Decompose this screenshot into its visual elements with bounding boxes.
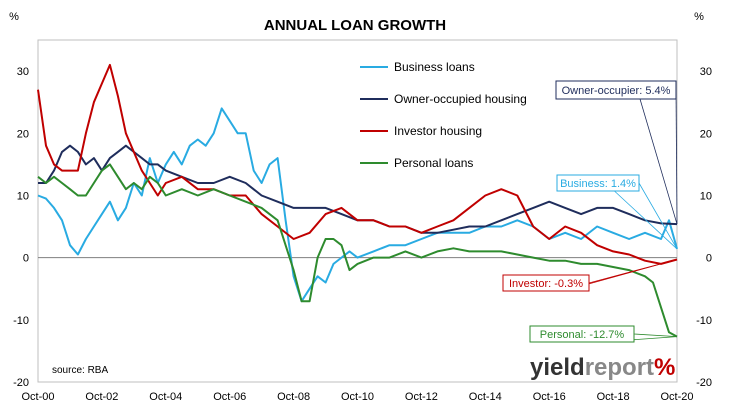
x-tick-label: Oct-14 (469, 391, 502, 403)
y-tick-right: 10 (700, 190, 712, 202)
y-tick-left: -10 (13, 315, 29, 327)
annotations: Owner-occupier: 5.4% Business: 1.4% Invest… (502, 80, 678, 343)
callout-leader (639, 98, 678, 225)
y-tick-right: 0 (706, 253, 712, 265)
y-tick-right: 20 (700, 128, 712, 140)
callout-leader (614, 190, 678, 250)
series-line-investor-housing (37, 63, 678, 265)
x-tick-label: Oct-10 (341, 391, 374, 403)
x-tick-label: Oct-16 (533, 391, 566, 403)
series-layer (37, 63, 678, 338)
x-tick-label: Oct-12 (405, 391, 438, 403)
legend-label: Business loans (394, 60, 475, 74)
callout-leader (675, 89, 678, 225)
y-tick-left: 0 (23, 253, 29, 265)
callout-label: Personal: -12.7% (540, 329, 625, 341)
callout-leader (633, 333, 678, 338)
logo-text: yieldreport% (530, 354, 675, 381)
callout-label: Investor: -0.3% (509, 278, 583, 290)
x-tick-label: Oct-04 (149, 391, 182, 403)
x-tick-label: Oct-18 (597, 391, 630, 403)
x-tick-label: Oct-20 (660, 391, 693, 403)
x-tick-label: Oct-08 (277, 391, 310, 403)
y-axis-right-unit: % (694, 11, 704, 23)
series-line-personal-loans (37, 163, 678, 338)
x-tick-label: Oct-02 (85, 391, 118, 403)
axes: -20 -20 -10 -10 0 0 10 10 20 20 30 30 Oct-00 Oct-02 Oc… (13, 66, 712, 403)
y-tick-right: -20 (696, 377, 712, 389)
y-tick-left: 20 (17, 128, 29, 140)
x-tick-label: Oct-00 (21, 391, 54, 403)
y-tick-left: -20 (13, 377, 29, 389)
callout-leader (588, 259, 678, 284)
callout-label: Business: 1.4% (560, 178, 636, 190)
series-line-business-loans (37, 107, 678, 303)
x-tick-label: Oct-06 (213, 391, 246, 403)
y-tick-right: 30 (700, 66, 712, 78)
legend: Business loans Owner-occupied housing Inve… (360, 60, 527, 170)
callout-leader (638, 182, 678, 250)
chart-title: ANNUAL LOAN GROWTH (264, 17, 446, 34)
legend-label: Investor housing (394, 124, 482, 138)
callout-box (555, 80, 677, 100)
source-note: source: RBA (52, 365, 108, 376)
callout-box (556, 174, 640, 192)
callout-box (529, 325, 635, 343)
y-tick-left: 10 (17, 190, 29, 202)
legend-label: Owner-occupied housing (394, 92, 527, 106)
y-tick-right: -10 (696, 315, 712, 327)
yieldreport-logo: yieldreport% (530, 354, 675, 381)
callout-label: Owner-occupier: 5.4% (562, 85, 671, 97)
callout-box (502, 274, 590, 292)
y-tick-left: 30 (17, 66, 29, 78)
legend-label: Personal loans (394, 156, 473, 170)
y-axis-left-unit: % (9, 11, 19, 23)
